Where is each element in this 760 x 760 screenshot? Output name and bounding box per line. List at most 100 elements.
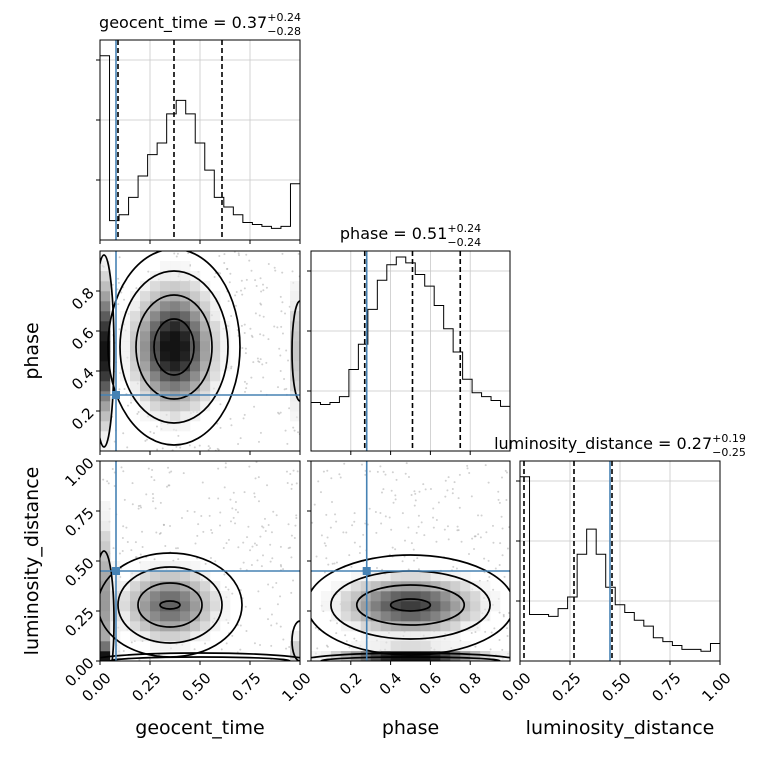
sample-point xyxy=(262,376,265,379)
contour-line xyxy=(159,600,181,610)
density-cell xyxy=(100,291,111,302)
sample-point xyxy=(410,494,413,497)
contour-line xyxy=(320,656,501,661)
density-cell xyxy=(170,271,181,282)
x-tick-label-geocent_time: 0.25 xyxy=(128,669,164,705)
x-tick-label-phase: 0.4 xyxy=(376,669,406,699)
sample-point xyxy=(443,528,446,531)
sample-point xyxy=(121,536,124,539)
sample-point xyxy=(323,542,326,545)
sample-point xyxy=(290,556,293,559)
contour-line xyxy=(109,656,291,661)
sample-point xyxy=(252,361,255,364)
sample-point xyxy=(237,252,240,255)
sample-point xyxy=(251,545,254,548)
sample-point xyxy=(474,535,477,538)
sample-point xyxy=(412,548,415,551)
density-cell xyxy=(130,321,141,332)
contour-line xyxy=(291,300,300,402)
sample-point xyxy=(229,272,232,275)
sample-point xyxy=(231,592,234,595)
sample-point xyxy=(288,646,291,649)
density-cell xyxy=(180,631,191,642)
sample-point xyxy=(382,488,385,491)
sample-point xyxy=(106,480,109,483)
sample-point xyxy=(280,565,283,568)
sample-point xyxy=(239,648,242,651)
sample-point xyxy=(257,360,260,363)
density-cell xyxy=(160,401,171,412)
sample-point xyxy=(244,605,247,608)
density-cell xyxy=(190,611,201,622)
density-cell xyxy=(190,341,201,352)
density-cell xyxy=(430,651,441,661)
sample-point xyxy=(276,603,279,606)
sample-point xyxy=(202,530,205,533)
sample-point xyxy=(118,552,121,555)
sample-point xyxy=(279,370,282,373)
sample-point xyxy=(224,462,227,465)
density-cell xyxy=(220,351,231,362)
density-cell xyxy=(400,591,411,602)
density-cell xyxy=(150,641,161,652)
density-cell xyxy=(170,381,181,392)
sample-point xyxy=(375,531,378,534)
sample-point xyxy=(239,437,242,440)
density-cell xyxy=(360,631,371,642)
density-cell xyxy=(470,611,481,622)
density-cell xyxy=(140,601,151,612)
sample-point xyxy=(196,534,199,537)
sample-point xyxy=(494,567,497,570)
sample-point xyxy=(380,491,383,494)
density-cell xyxy=(130,391,141,402)
sample-point xyxy=(243,332,246,335)
density-cell xyxy=(170,301,181,312)
sample-point xyxy=(331,562,334,565)
density-cell xyxy=(100,331,111,342)
sample-point xyxy=(246,536,249,539)
density-cell xyxy=(190,571,201,582)
density-cell xyxy=(440,611,451,622)
sample-point xyxy=(270,644,273,647)
density-cell xyxy=(200,351,211,362)
sample-point xyxy=(275,581,278,584)
sample-point xyxy=(137,410,140,413)
sample-point xyxy=(279,545,282,548)
density-cell xyxy=(130,311,141,322)
sample-point xyxy=(293,429,296,432)
density-cell xyxy=(110,611,121,622)
sample-point xyxy=(320,534,323,537)
density-cell xyxy=(180,301,191,312)
contour-line xyxy=(311,554,510,656)
sample-point xyxy=(455,567,458,570)
density-cell xyxy=(380,581,391,592)
sample-point xyxy=(335,622,338,625)
density-cell xyxy=(180,311,191,322)
density-cell xyxy=(190,361,201,372)
density-cell xyxy=(210,601,221,612)
density-cell xyxy=(290,371,300,382)
sample-point xyxy=(200,514,203,517)
title-phase: phase = 0.51+0.24 xyxy=(340,222,481,243)
density-cell xyxy=(380,641,391,652)
density-cell xyxy=(110,561,121,572)
title-main-geocent_time: geocent_time = 0.37 xyxy=(99,13,267,33)
sample-point xyxy=(417,525,420,528)
sample-point xyxy=(219,524,222,527)
density-cell xyxy=(440,641,451,652)
sample-point xyxy=(227,538,230,541)
sample-point xyxy=(126,541,129,544)
density-cell xyxy=(120,331,131,342)
sample-point xyxy=(156,448,159,451)
density-cell xyxy=(110,631,121,642)
sample-point xyxy=(487,559,490,562)
sample-point xyxy=(342,531,345,534)
sample-point xyxy=(364,522,367,525)
density-cell xyxy=(150,401,161,412)
sample-point xyxy=(253,642,256,645)
sample-point xyxy=(225,542,228,545)
sample-point xyxy=(243,413,246,416)
sample-point xyxy=(384,515,387,518)
sample-point xyxy=(280,310,283,313)
sample-point xyxy=(130,549,133,552)
